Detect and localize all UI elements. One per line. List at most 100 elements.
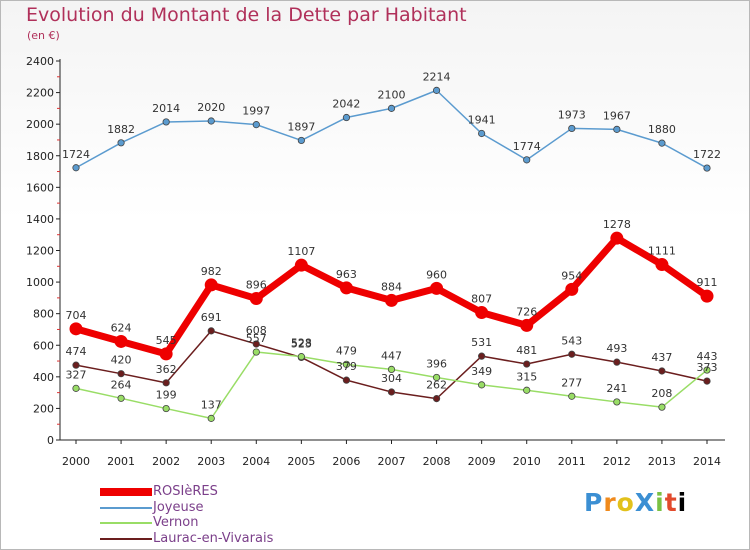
- series-point-3: [432, 395, 441, 403]
- series-point-1: [568, 124, 576, 133]
- data-label-3: 493: [606, 342, 627, 355]
- data-label-3: 523: [291, 337, 312, 350]
- x-tick-label: 2003: [197, 455, 225, 468]
- series-point-2: [72, 384, 80, 392]
- legend-swatch: [100, 522, 152, 524]
- data-label-2: 277: [561, 376, 582, 389]
- series-point-3: [478, 352, 486, 360]
- data-label-3: 379: [336, 360, 357, 373]
- series-point-1: [478, 129, 486, 138]
- series-point-2: [207, 414, 215, 422]
- series-point-3: [568, 350, 576, 358]
- data-label-0: 884: [381, 280, 402, 293]
- x-tick-label: 2011: [558, 455, 586, 468]
- series-point-3: [613, 358, 621, 366]
- y-tick-label: 1800: [26, 150, 54, 163]
- data-label-0: 982: [201, 265, 222, 278]
- axes: 0 200 400 600 800 1000 1200 1400 1600 1800 2000 220…: [26, 55, 725, 468]
- series-point-0: [700, 289, 714, 303]
- series-point-1: [117, 139, 125, 147]
- series-point-1: [432, 86, 441, 94]
- data-label-3: 262: [426, 379, 447, 392]
- x-tick-label: 2002: [152, 455, 180, 468]
- data-label-2: 557: [246, 332, 267, 345]
- data-label-0: 954: [561, 269, 582, 282]
- data-label-3: 420: [111, 354, 132, 367]
- x-tick-label: 2012: [603, 455, 631, 468]
- data-label-3: 691: [201, 311, 222, 324]
- x-tick-label: 2009: [468, 455, 496, 468]
- y-tick-label: 1200: [26, 245, 54, 258]
- series-point-2: [613, 398, 621, 406]
- data-label-3: 362: [156, 363, 177, 376]
- data-label-1: 1882: [107, 123, 135, 136]
- legend-swatch: [100, 506, 152, 509]
- data-label-3: 474: [66, 345, 87, 358]
- data-label-2: 327: [66, 368, 87, 381]
- chart-subtitle: (en €): [27, 29, 60, 42]
- series-point-2: [297, 353, 305, 361]
- series-point-1: [387, 104, 396, 112]
- series-point-2: [117, 394, 125, 402]
- data-label-3: 543: [561, 334, 582, 347]
- data-label-1: 2020: [197, 101, 225, 114]
- x-tick-label: 2007: [378, 455, 406, 468]
- data-label-3: 304: [381, 372, 402, 385]
- data-label-1: 1880: [648, 123, 676, 136]
- series-point-3: [117, 370, 125, 378]
- data-label-1: 1774: [513, 140, 541, 153]
- data-label-0: 960: [426, 268, 447, 281]
- series-point-2: [387, 365, 396, 374]
- series-point-2: [658, 403, 666, 411]
- series-point-1: [703, 164, 711, 172]
- data-label-0: 1107: [287, 245, 315, 258]
- data-label-3: 437: [651, 351, 672, 364]
- series-point-0: [159, 347, 173, 361]
- series-point-2: [342, 360, 351, 368]
- series-point-0: [565, 282, 579, 296]
- x-tick-label: 2001: [107, 455, 135, 468]
- series-point-1: [342, 113, 351, 122]
- series-point-3: [342, 376, 351, 384]
- data-label-0: 545: [156, 334, 177, 347]
- data-label-0: 963: [336, 268, 357, 281]
- series-point-0: [249, 292, 263, 306]
- data-label-1: 2014: [152, 102, 180, 115]
- series-point-1: [207, 117, 215, 125]
- data-label-2: 443: [697, 350, 718, 363]
- series-point-0: [610, 231, 624, 245]
- data-label-0: 1111: [648, 245, 676, 258]
- y-tick-label: 2400: [26, 55, 54, 68]
- y-tick-label: 400: [33, 371, 54, 384]
- series-point-1: [72, 164, 80, 172]
- series-point-2: [252, 348, 260, 356]
- data-label-1: 2214: [423, 70, 451, 83]
- series-point-0: [520, 318, 534, 332]
- series-point-0: [114, 334, 128, 348]
- x-tick-label: 2014: [693, 455, 721, 468]
- proxiti-logo: ProXiti: [584, 488, 688, 517]
- data-label-1: 1724: [62, 148, 90, 161]
- data-label-1: 1897: [287, 120, 315, 133]
- data-label-3: 608: [246, 324, 267, 337]
- data-label-2: 199: [156, 389, 177, 402]
- y-tick-label: 1000: [26, 276, 54, 289]
- data-label-3: 531: [471, 336, 492, 349]
- data-label-2: 447: [381, 349, 402, 362]
- series-point-0: [204, 278, 218, 292]
- data-label-0: 911: [697, 276, 718, 289]
- data-label-1: 1722: [693, 148, 721, 161]
- series-point-0: [339, 281, 353, 295]
- data-label-2: 137: [201, 398, 222, 411]
- x-tick-label: 2000: [62, 455, 90, 468]
- data-label-1: 1997: [242, 105, 270, 118]
- series-point-0: [475, 306, 489, 320]
- series-point-1: [162, 118, 170, 126]
- data-label-1: 2042: [332, 98, 360, 111]
- data-label-2: 315: [516, 370, 537, 383]
- y-tick-label: 800: [33, 308, 54, 321]
- x-tick-label: 2008: [423, 455, 451, 468]
- series-layer: [69, 86, 714, 422]
